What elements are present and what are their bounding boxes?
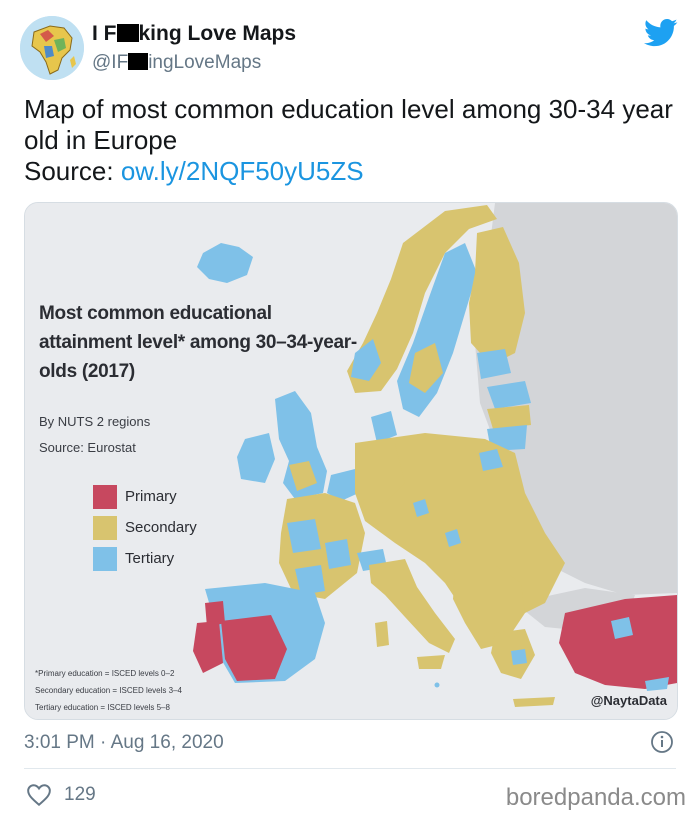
finland-region <box>469 227 525 365</box>
footnote: *Primary education = ISCED levels 0–2 <box>35 669 175 678</box>
legend-label: Tertiary <box>125 550 175 567</box>
norway-region <box>347 205 497 393</box>
handle-start: @IF <box>92 52 129 73</box>
map-footnotes: *Primary education = ISCED levels 0–2 Se… <box>35 665 182 716</box>
sweden-region <box>409 343 443 393</box>
uk-region <box>275 391 327 499</box>
uk-region <box>289 461 317 491</box>
norway-region <box>351 339 381 381</box>
spain-region <box>205 601 225 627</box>
central-europe-region <box>355 433 565 623</box>
turkey-region <box>611 617 633 639</box>
footnote: Tertiary education = ISCED levels 5–8 <box>35 703 170 712</box>
display-name-end: king Love Maps <box>138 22 297 45</box>
divider <box>24 768 676 769</box>
france-region <box>295 565 325 595</box>
map-image[interactable]: Most common educational attainment level… <box>24 202 678 720</box>
europe-map <box>25 203 677 719</box>
censor-bar <box>116 24 139 42</box>
twitter-bird-icon[interactable] <box>644 18 678 48</box>
censor-bar <box>128 53 149 70</box>
info-icon[interactable] <box>650 730 674 754</box>
baltic-region <box>487 425 527 451</box>
germany-region <box>355 443 405 503</box>
legend-label: Primary <box>125 488 177 505</box>
tertiary-spot <box>479 449 503 471</box>
display-name-start: I F <box>92 22 117 45</box>
source-link[interactable]: ow.ly/2NQF50yU5ZS <box>120 156 364 186</box>
sardinia-region <box>375 621 389 647</box>
crete-region <box>513 697 555 707</box>
source-label: Source: <box>24 156 121 186</box>
spain-region <box>221 615 287 681</box>
baltic-region <box>487 381 531 409</box>
cyprus-region <box>645 677 669 691</box>
legend-label: Secondary <box>125 519 197 536</box>
map-subtitle-source: Source: Eurostat <box>39 440 136 455</box>
handle-end: ingLoveMaps <box>148 52 262 73</box>
france-region <box>287 519 321 553</box>
display-name[interactable]: I F king Love Maps <box>92 22 296 46</box>
map-subtitle-regions: By NUTS 2 regions <box>39 414 151 429</box>
portugal-region <box>193 621 223 673</box>
legend-swatch <box>93 484 117 509</box>
footnote: Secondary education = ISCED levels 3–4 <box>35 686 182 695</box>
legend-item-secondary: Secondary <box>93 512 197 543</box>
france-region <box>325 539 351 569</box>
tweet-text: Map of most common education level among… <box>24 94 674 187</box>
map-title: Most common educational attainment level… <box>39 303 357 382</box>
handle[interactable]: @IF ingLoveMaps <box>92 52 261 74</box>
baltic-region <box>487 405 531 429</box>
map-legend: Primary Secondary Tertiary <box>93 481 197 574</box>
tweet-timestamp[interactable]: 3:01 PM · Aug 16, 2020 <box>24 732 224 753</box>
avatar[interactable] <box>20 16 84 80</box>
denmark-region <box>371 411 397 443</box>
sicily-region <box>417 655 445 669</box>
benelux-region <box>327 469 363 501</box>
tweet-body: Map of most common education level among… <box>24 94 673 155</box>
legend-item-tertiary: Tertiary <box>93 543 197 574</box>
malta-region <box>434 682 440 688</box>
map-subtitle: By NUTS 2 regions Source: Eurostat <box>39 409 150 461</box>
africa-avatar <box>20 16 84 80</box>
legend-swatch <box>93 515 117 540</box>
like-count[interactable]: 129 <box>64 784 96 805</box>
heart-icon[interactable] <box>26 783 52 807</box>
italy-region <box>369 559 455 653</box>
legend-swatch <box>93 546 117 571</box>
legend-item-primary: Primary <box>93 481 197 512</box>
watermark: boredpanda.com <box>505 784 686 811</box>
ireland-region <box>237 433 275 483</box>
tertiary-spot <box>445 529 461 547</box>
map-credit: @NaytaData <box>590 693 667 708</box>
turkey-region <box>559 595 677 689</box>
tweet-source-line: Source: ow.ly/2NQF50yU5ZS <box>24 156 674 187</box>
greece-region <box>511 649 527 665</box>
iceland-region <box>197 243 253 283</box>
tertiary-spot <box>413 499 429 517</box>
finland-region <box>477 349 511 379</box>
balkan-region <box>453 565 525 649</box>
